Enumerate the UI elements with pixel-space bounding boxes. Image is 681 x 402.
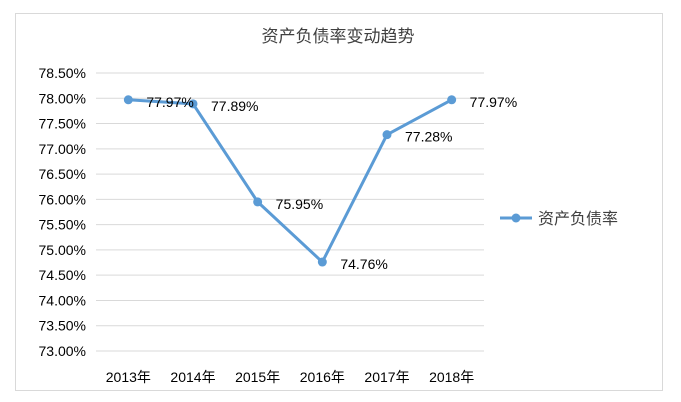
chart-title: 资产负债率变动趋势 [262,27,415,46]
y-axis-tick-labels: 73.00% 73.50% 74.00% 74.50% 75.00% 75.50% 76.0… [39,65,86,359]
data-label: 77.97% [470,94,517,110]
x-axis-tick-labels: 2013年 2014年 2015年 2016年 2017年 2018年 [106,369,474,385]
x-tick-label: 2016年 [300,369,345,385]
y-tick-label: 73.00% [39,343,86,359]
data-point [382,130,392,140]
y-tick-label: 74.50% [39,267,86,283]
y-tick-label: 74.00% [39,292,86,308]
data-label: 75.95% [276,196,323,212]
data-point [447,95,457,105]
data-labels: 77.97% 77.89% 75.95% 74.76% 77.28% 77.97% [146,94,517,272]
data-point [188,99,198,109]
x-tick-label: 2013年 [106,369,151,385]
y-tick-label: 75.50% [39,217,86,233]
y-tick-label: 77.50% [39,116,86,132]
y-tick-label: 73.50% [39,318,86,334]
y-tick-label: 78.50% [39,65,86,81]
grid-lines [96,72,484,352]
data-label: 77.97% [146,94,193,110]
series-line [128,98,453,264]
data-label: 74.76% [340,256,387,272]
series-line-group [123,95,457,267]
legend-entry-label: 资产负债率 [538,210,618,228]
legend-dot-marker [511,213,521,223]
x-tick-label: 2018年 [429,369,474,385]
x-tick-label: 2014年 [170,369,215,385]
data-point [317,257,327,267]
y-tick-label: 76.50% [39,166,86,182]
legend: 资产负债率 [500,210,618,228]
y-tick-label: 78.00% [39,90,86,106]
y-tick-label: 77.00% [39,141,86,157]
y-tick-label: 76.00% [39,191,86,207]
data-point [123,95,133,105]
chart-frame [15,13,663,391]
x-tick-label: 2017年 [364,369,409,385]
data-label: 77.89% [211,98,258,114]
data-point [253,197,263,207]
y-tick-label: 75.00% [39,242,86,258]
x-tick-label: 2015年 [235,369,280,385]
data-label: 77.28% [405,129,452,145]
